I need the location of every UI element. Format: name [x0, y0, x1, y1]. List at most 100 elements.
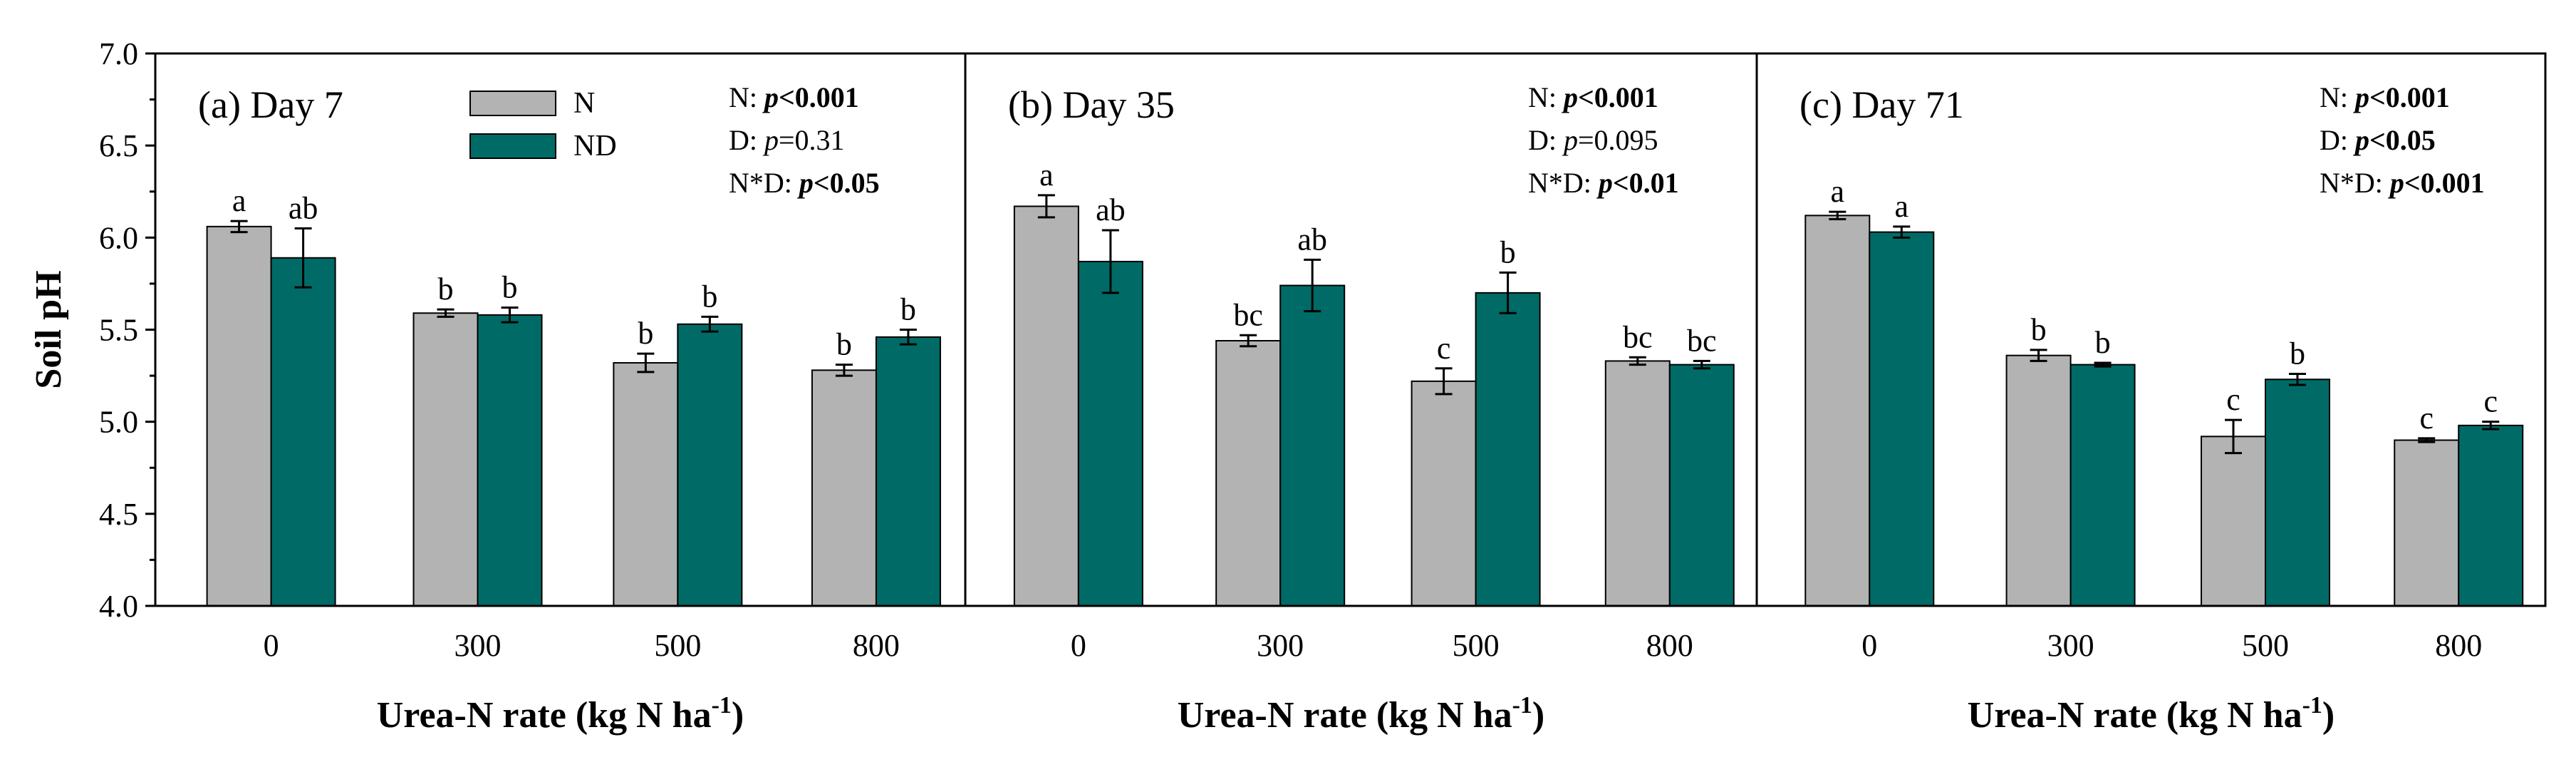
bar-ND-0	[270, 257, 336, 607]
bar-N-0	[1013, 205, 1079, 607]
stat-value: <0.001	[2369, 81, 2450, 113]
bar-ND-800	[2458, 424, 2524, 607]
panel-2-stat-0: N: p<0.001	[2320, 81, 2450, 113]
stat-label: N:	[2320, 81, 2355, 113]
stat-label: D:	[2320, 124, 2355, 156]
bar-N-300	[412, 312, 479, 607]
panel-1-stat-2: N*D: p<0.01	[1528, 167, 1679, 199]
y-tick-label-2: 5.0	[99, 405, 138, 440]
bar-N-0	[1804, 215, 1871, 607]
x-axis-title-end: )	[1532, 695, 1544, 736]
stat-p: p	[762, 124, 779, 156]
x-tick-label-500: 500	[2242, 628, 2289, 663]
stat-label: D:	[1528, 124, 1564, 156]
letter-N-300: b	[438, 272, 454, 307]
x-axis-title-text: Urea-N rate (kg N ha	[1178, 695, 1512, 736]
stat-p: p	[2353, 124, 2369, 156]
stat-label: N*D:	[1528, 167, 1599, 199]
bar-ND-300	[477, 314, 543, 607]
stat-p: p	[1562, 81, 1578, 113]
x-tick-label-800: 800	[1646, 628, 1693, 663]
bar-N-800	[1604, 360, 1671, 607]
letter-N-800: c	[2419, 401, 2434, 436]
stat-label: N*D:	[729, 167, 799, 199]
stat-p: p	[2353, 81, 2369, 113]
panel-1-stat-0: N: p<0.001	[1528, 81, 1658, 113]
bar-N-300	[2005, 354, 2072, 607]
x-axis-title-end: )	[2322, 695, 2334, 736]
x-tick-label-500: 500	[1453, 628, 1500, 663]
y-tick-label-1: 4.5	[99, 497, 138, 532]
stat-value: <0.05	[2369, 124, 2436, 156]
letter-ND-300: b	[2095, 325, 2111, 360]
stat-p: p	[2388, 167, 2404, 199]
panel-0-x-axis-title: Urea-N rate (kg N ha-1)	[377, 692, 744, 736]
panel-0-stat-2: N*D: p<0.05	[729, 167, 880, 199]
panel-0-stat-0: N: p<0.001	[729, 81, 859, 113]
stat-value: <0.001	[779, 81, 859, 113]
bar-N-800	[2394, 439, 2460, 607]
letter-ND-800: c	[2483, 384, 2498, 419]
stat-value: <0.001	[1578, 81, 1658, 113]
x-tick-label-300: 300	[1257, 628, 1304, 663]
stat-label: N:	[729, 81, 764, 113]
legend-label-nd: ND	[573, 130, 617, 163]
x-axis-title-sup: -1	[1512, 692, 1532, 719]
letter-ND-0: ab	[289, 190, 318, 225]
panel-0-stat-1: D: p=0.31	[729, 124, 845, 156]
bar-ND-800	[1668, 364, 1735, 607]
panel-1-x-axis-title: Urea-N rate (kg N ha-1)	[1178, 692, 1544, 736]
bar-N-800	[811, 369, 877, 607]
x-tick-label-800: 800	[2435, 628, 2482, 663]
letter-N-800: bc	[1623, 319, 1653, 354]
letter-N-300: bc	[1233, 297, 1263, 332]
stat-value: <0.01	[1613, 167, 1679, 199]
stat-label: D:	[729, 124, 764, 156]
x-axis-title-text: Urea-N rate (kg N ha	[377, 695, 712, 736]
letter-ND-0: ab	[1096, 192, 1126, 227]
panel-2-x-axis-title: Urea-N rate (kg N ha-1)	[1968, 692, 2334, 736]
x-tick-label-800: 800	[853, 628, 900, 663]
letter-N-0: a	[232, 183, 246, 218]
letter-N-800: b	[836, 327, 852, 362]
panel-2-frame	[1755, 52, 2547, 607]
stat-value: <0.001	[2404, 167, 2485, 199]
letter-ND-500: b	[1500, 235, 1516, 269]
x-axis-title-sup: -1	[2302, 692, 2322, 719]
letter-N-500: c	[2226, 382, 2240, 417]
letter-N-500: c	[1437, 331, 1451, 366]
letter-N-300: b	[2031, 312, 2047, 347]
stat-p: p	[1596, 167, 1613, 199]
y-axis-title: Soil pH	[28, 270, 69, 388]
bar-ND-500	[677, 323, 743, 607]
x-axis-title-end: )	[732, 695, 744, 736]
bar-N-500	[613, 362, 679, 607]
panel-1-title: (b) Day 35	[1008, 83, 1175, 126]
letter-ND-500: b	[2290, 336, 2305, 371]
stat-value: <0.05	[814, 167, 880, 199]
stat-p: p	[1562, 124, 1578, 156]
x-tick-label-500: 500	[654, 628, 701, 663]
y-tick-label-0: 4.0	[99, 589, 138, 624]
y-tick-label-5: 6.5	[99, 128, 138, 163]
letter-ND-300: ab	[1297, 222, 1327, 257]
letter-N-0: a	[1039, 158, 1054, 192]
stat-value: =0.31	[779, 124, 845, 156]
y-tick-label-3: 5.5	[99, 313, 138, 348]
letter-ND-800: bc	[1687, 323, 1717, 358]
bar-ND-500	[2265, 379, 2331, 607]
y-tick-label-6: 7.0	[99, 36, 138, 71]
panel-2-title: (c) Day 71	[1799, 83, 1964, 126]
bar-ND-0	[1869, 231, 1935, 607]
letter-N-0: a	[1831, 174, 1845, 209]
x-axis-title-text: Urea-N rate (kg N ha	[1968, 695, 2302, 736]
x-axis-title-sup: -1	[712, 692, 732, 719]
y-tick-label-4: 6.0	[99, 220, 138, 255]
legend-label-n: N	[573, 87, 595, 120]
stat-value: =0.095	[1578, 124, 1658, 156]
x-tick-label-300: 300	[455, 628, 502, 663]
letter-ND-800: b	[900, 292, 916, 327]
bar-ND-300	[1279, 284, 1346, 607]
